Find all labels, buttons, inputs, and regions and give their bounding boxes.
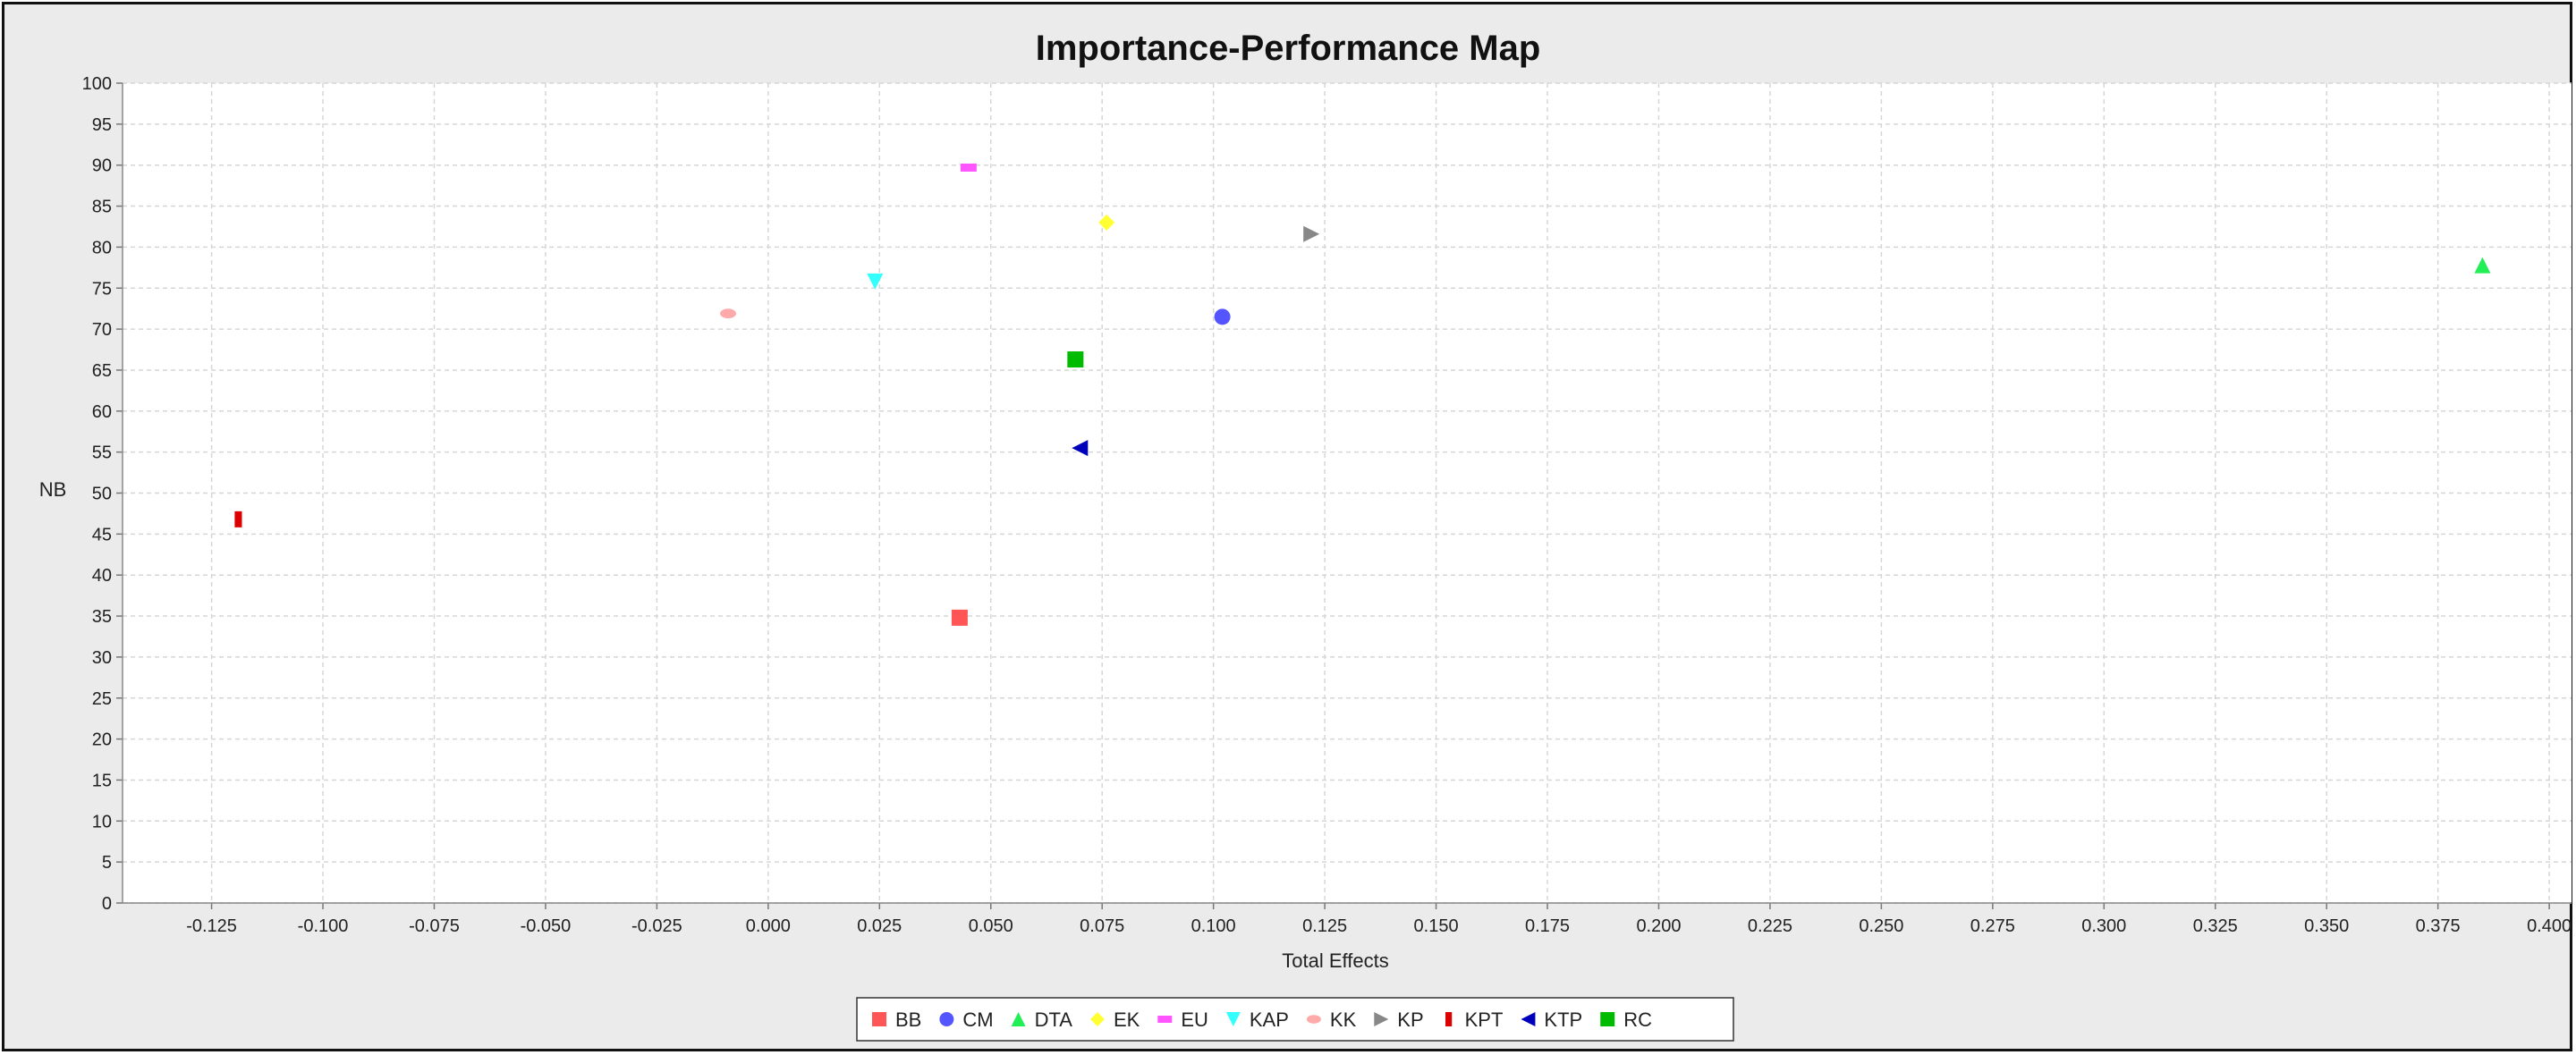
y-tick-label: 55	[92, 443, 112, 463]
legend-label: RC	[1623, 1009, 1652, 1031]
legend-marker-dta	[1011, 1012, 1026, 1026]
chart-title: Importance-Performance Map	[1036, 29, 1541, 68]
x-axis-label: Total Effects	[1282, 950, 1388, 972]
data-point-kpt	[234, 511, 242, 528]
legend-label: EU	[1181, 1009, 1208, 1031]
data-point-dta	[2474, 257, 2491, 274]
data-point-bb	[951, 609, 968, 626]
x-tick-label: 0.175	[1525, 916, 1570, 936]
x-tick-label: 0.400	[2527, 916, 2572, 936]
legend-label: KK	[1330, 1009, 1357, 1031]
data-points	[234, 163, 2491, 626]
y-tick-label: 60	[92, 402, 112, 422]
y-tick-label: 20	[92, 730, 112, 750]
chart-svg: Importance-Performance Map -0.125 -0.100-…	[39, 29, 2572, 1042]
data-point-eu	[960, 163, 977, 172]
legend-marker-kk	[1306, 1015, 1321, 1024]
x-tick-label: 0.250	[1859, 916, 1903, 936]
legend-label: KP	[1397, 1009, 1423, 1031]
data-point-ek	[1098, 214, 1115, 231]
legend-marker-bb	[872, 1012, 886, 1026]
legend: BB CM DTA EK EU KAP KK KP KPT KTP RC	[856, 997, 1734, 1042]
legend-marker-cm	[939, 1012, 954, 1026]
x-tick-label: -0.025	[631, 916, 682, 936]
y-tick-label: 45	[92, 525, 112, 544]
y-tick-label: 5	[102, 853, 112, 873]
x-tick-label: 0.050	[969, 916, 1013, 936]
y-tick-label: 90	[92, 156, 112, 176]
legend-label: KPT	[1465, 1009, 1504, 1031]
y-axis-label: NB	[39, 478, 67, 501]
x-tick-label: 0.300	[2081, 916, 2126, 936]
x-tick-label: 0.025	[857, 916, 902, 936]
y-tick-label: 70	[92, 320, 112, 340]
x-tick-label: -0.100	[298, 916, 349, 936]
y-tick-label: 95	[92, 115, 112, 135]
y-tick-label: 30	[92, 648, 112, 668]
x-tick-label: 0.200	[1636, 916, 1681, 936]
grid-lines	[123, 82, 2572, 904]
axes: -0.125 -0.100 -0.075 -0.050 -0.025 0.000 0.025…	[82, 74, 2572, 936]
data-point-ktp	[1072, 440, 1089, 457]
x-tick-label: 0.125	[1302, 916, 1347, 936]
x-tick-label: -0.075	[409, 916, 460, 936]
x-tick-label: -0.050	[521, 916, 572, 936]
y-tick-label: 35	[92, 607, 112, 627]
y-tick-label: 65	[92, 361, 112, 381]
data-point-kk	[720, 308, 737, 319]
legend-marker-ktp	[1521, 1012, 1536, 1026]
legend-label: BB	[895, 1009, 921, 1031]
x-tick-label: 0.275	[1970, 916, 2015, 936]
legend-box	[856, 997, 1734, 1042]
x-tick-label: 0.100	[1191, 916, 1236, 936]
x-tick-label: 0.150	[1414, 916, 1459, 936]
legend-marker-kpt	[1445, 1012, 1453, 1026]
y-tick-label: 80	[92, 238, 112, 257]
y-tick-label: 25	[92, 689, 112, 709]
y-tick-label: 75	[92, 279, 112, 299]
x-tick-label: 0.350	[2304, 916, 2349, 936]
data-point-cm	[1214, 308, 1231, 325]
y-tick-label: 15	[92, 771, 112, 790]
y-tick-label: 10	[92, 812, 112, 831]
legend-marker-rc	[1600, 1012, 1615, 1026]
y-tick-label: 50	[92, 485, 112, 504]
y-tick-label: 40	[92, 566, 112, 586]
legend-marker-eu	[1157, 1016, 1173, 1023]
y-tick-label: 85	[92, 198, 112, 217]
y-tick-label: 100	[82, 74, 112, 94]
data-point-rc	[1067, 351, 1084, 368]
legend-label: KTP	[1544, 1009, 1582, 1031]
data-point-kp	[1303, 225, 1320, 242]
legend-marker-kp	[1374, 1012, 1389, 1026]
y-tick-label: 0	[102, 894, 112, 914]
x-tick-label: 0.075	[1080, 916, 1124, 936]
x-tick-label: 0.225	[1748, 916, 1792, 936]
legend-label: DTA	[1035, 1009, 1073, 1031]
legend-label: EK	[1114, 1009, 1140, 1031]
legend-marker-kap	[1225, 1012, 1241, 1026]
legend-marker-ek	[1089, 1012, 1105, 1026]
x-tick-label: 0.375	[2416, 916, 2461, 936]
legend-label: CM	[962, 1009, 993, 1031]
x-tick-label: 0.325	[2193, 916, 2238, 936]
legend-label: KAP	[1250, 1009, 1289, 1031]
data-point-kap	[867, 273, 884, 290]
x-tick-label: -0.125	[186, 916, 237, 936]
x-tick-label: 0.000	[746, 916, 791, 936]
